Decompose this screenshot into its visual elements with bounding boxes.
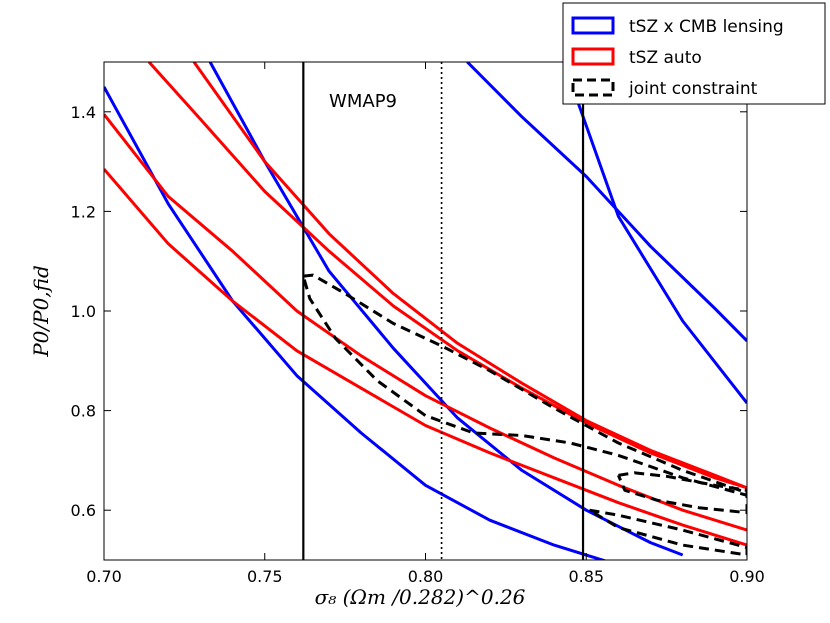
legend-label-0: tSZ x CMB lensing	[629, 17, 784, 37]
y-tick-label: 1.0	[71, 302, 96, 321]
legend-label-2: joint constraint	[628, 79, 758, 99]
legend-swatch-0	[571, 16, 615, 35]
plot-background	[104, 62, 747, 560]
x-tick-label: 0.80	[408, 567, 444, 586]
x-tick-label: 0.90	[729, 567, 765, 586]
x-axis: 0.70 0.75 0.80 0.85 0.90	[86, 62, 765, 586]
x-tick-label: 0.75	[247, 567, 283, 586]
y-axis-label: P0/P0,fid	[29, 265, 53, 358]
series-joint-constraint-8	[301, 273, 747, 497]
legend-swatch-2	[571, 78, 615, 97]
series-tsz-x-cmb-lensing-3	[562, 62, 747, 405]
legend: tSZ x CMB lensing tSZ auto joint constrain…	[562, 2, 826, 105]
x-tick-label: 0.85	[568, 567, 604, 586]
legend-label-1: tSZ auto	[629, 48, 702, 68]
series-tsz-x-cmb-lensing-2	[466, 62, 747, 342]
series-tsz-auto-7	[192, 62, 747, 490]
x-tick-label: 0.70	[86, 567, 122, 586]
x-axis-label: σ₈ (Ωm /0.282)^0.26	[315, 585, 526, 609]
y-tick-label: 0.6	[71, 501, 96, 520]
reference-lines	[302, 62, 585, 560]
legend-swatch-1	[571, 47, 615, 66]
legend-box	[562, 2, 826, 105]
y-tick-label: 0.8	[71, 402, 96, 421]
series-joint-constraint-10	[617, 471, 747, 515]
series-joint-constraint-9	[588, 508, 747, 557]
y-tick-label: 1.4	[71, 103, 96, 122]
series-tsz-auto-6	[147, 62, 747, 490]
series-layer	[104, 62, 747, 560]
wmap9-annotation: WMAP9	[329, 91, 397, 112]
y-tick-label: 1.2	[71, 202, 96, 221]
series-tsz-auto-4	[104, 168, 747, 547]
y-axis: 0.6 0.8 1.0 1.2 1.4	[71, 103, 747, 520]
